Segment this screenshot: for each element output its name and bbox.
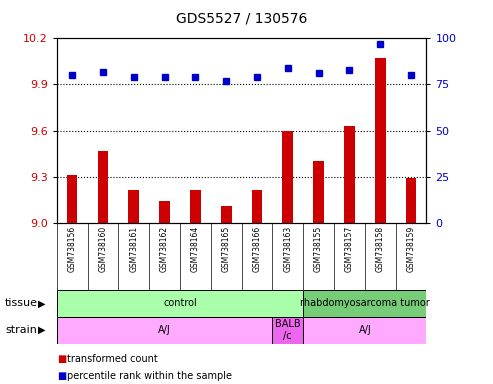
Text: rhabdomyosarcoma tumor: rhabdomyosarcoma tumor: [300, 298, 430, 308]
Text: ■: ■: [57, 371, 66, 381]
Bar: [282, 131, 293, 223]
Text: GSM738164: GSM738164: [191, 225, 200, 271]
Text: GSM738165: GSM738165: [222, 225, 231, 271]
Text: BALB
/c: BALB /c: [275, 319, 301, 341]
Text: GDS5527 / 130576: GDS5527 / 130576: [176, 12, 307, 25]
Text: GSM738160: GSM738160: [99, 225, 107, 271]
Bar: [272, 317, 303, 344]
Bar: [67, 175, 77, 223]
Bar: [303, 317, 426, 344]
Text: GSM738162: GSM738162: [160, 225, 169, 271]
Bar: [57, 317, 272, 344]
Text: GSM738157: GSM738157: [345, 225, 354, 271]
Text: A/J: A/J: [358, 325, 371, 335]
Text: GSM738159: GSM738159: [407, 225, 416, 271]
Text: percentile rank within the sample: percentile rank within the sample: [67, 371, 232, 381]
Bar: [221, 206, 232, 223]
Bar: [375, 58, 386, 223]
Text: GSM738166: GSM738166: [252, 225, 261, 271]
Text: ▶: ▶: [38, 298, 46, 308]
Text: transformed count: transformed count: [67, 354, 157, 364]
Bar: [128, 190, 139, 223]
Text: control: control: [163, 298, 197, 308]
Bar: [57, 290, 303, 317]
Text: GSM738158: GSM738158: [376, 225, 385, 271]
Bar: [406, 178, 417, 223]
Bar: [190, 190, 201, 223]
Bar: [313, 161, 324, 223]
Text: ▶: ▶: [38, 325, 46, 335]
Bar: [344, 126, 355, 223]
Text: GSM738156: GSM738156: [68, 225, 76, 271]
Bar: [98, 151, 108, 223]
Bar: [303, 290, 426, 317]
Text: ■: ■: [57, 354, 66, 364]
Bar: [159, 201, 170, 223]
Text: tissue: tissue: [5, 298, 38, 308]
Text: GSM738163: GSM738163: [283, 225, 292, 271]
Text: GSM738161: GSM738161: [129, 225, 138, 271]
Text: A/J: A/J: [158, 325, 171, 335]
Text: strain: strain: [5, 325, 37, 335]
Bar: [251, 190, 262, 223]
Text: GSM738155: GSM738155: [314, 225, 323, 271]
